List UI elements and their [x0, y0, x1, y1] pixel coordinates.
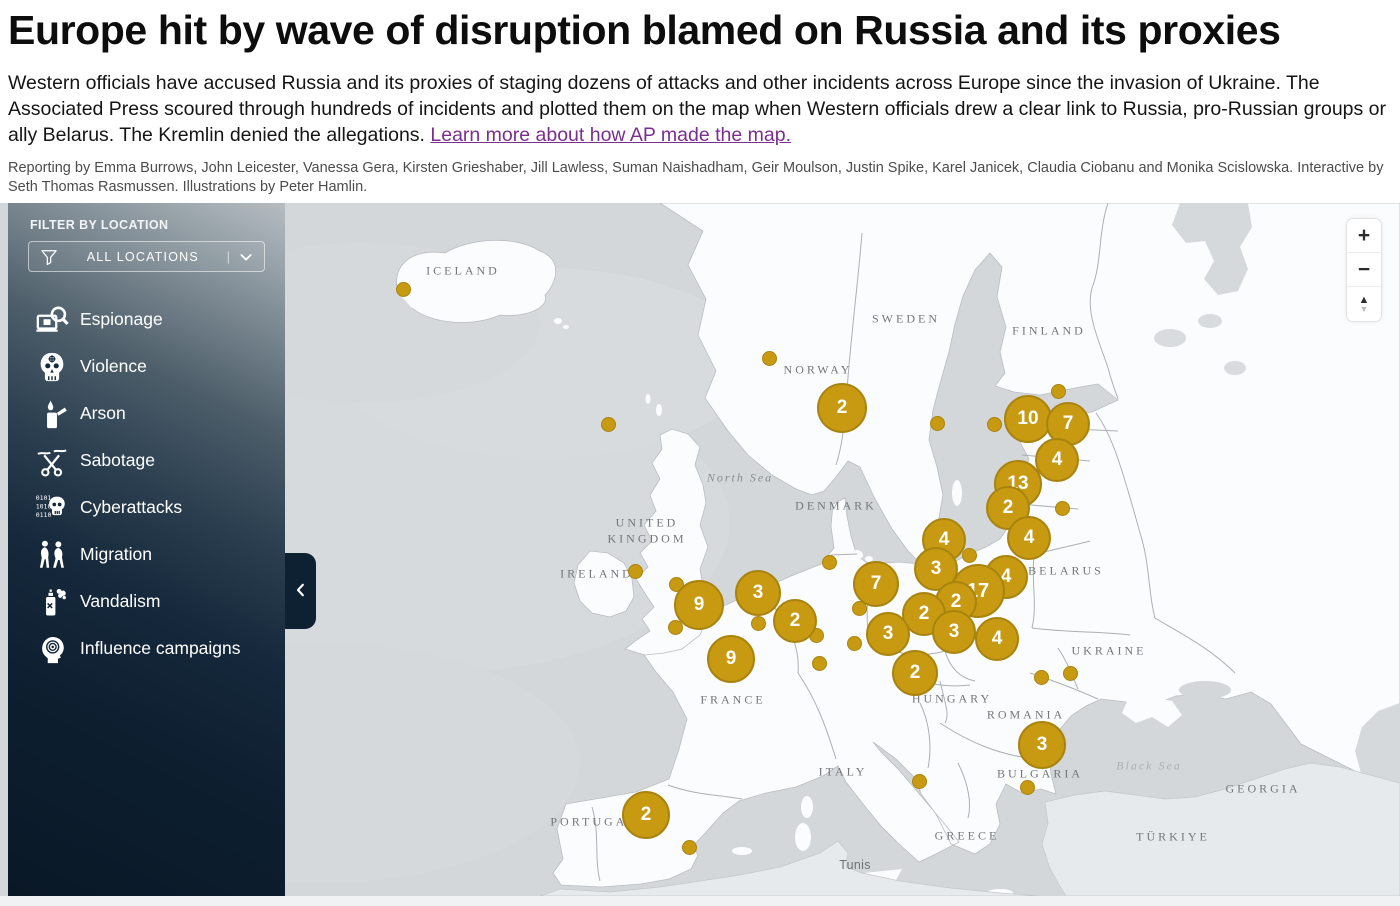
incident-dot-marker[interactable]	[961, 547, 977, 563]
sidebar-item-arson[interactable]: Arson	[8, 390, 285, 437]
page-bottom-strip	[0, 896, 1400, 906]
incident-dot-marker[interactable]	[1054, 500, 1070, 516]
incident-cluster-marker[interactable]: 4	[1035, 438, 1079, 482]
filter-sidebar: FILTER BY LOCATION ALL LOCATIONS | Espio…	[8, 203, 285, 896]
incident-dot-marker[interactable]	[395, 281, 411, 297]
incident-dot-marker[interactable]	[750, 615, 766, 631]
incident-cluster-marker[interactable]: 2	[773, 599, 817, 643]
zoom-out-button[interactable]: −	[1347, 253, 1381, 287]
sidebar-item-espionage[interactable]: Espionage	[8, 296, 285, 343]
incident-dot-marker[interactable]	[929, 415, 945, 431]
article-header: Europe hit by wave of disruption blamed …	[0, 0, 1400, 198]
incident-cluster-marker[interactable]: 4	[975, 617, 1019, 661]
sidebar-item-label: Vandalism	[80, 591, 161, 611]
incident-dot-marker[interactable]	[1050, 383, 1066, 399]
sidebar-item-sabotage[interactable]: Sabotage	[8, 437, 285, 484]
incident-cluster-marker[interactable]: 2	[622, 791, 670, 839]
chevron-left-icon	[292, 581, 310, 602]
incident-dot-marker[interactable]	[627, 563, 643, 579]
sidebar-item-label: Migration	[80, 544, 152, 564]
sidebar-item-migration[interactable]: Migration	[8, 531, 285, 578]
sidebar-item-label: Arson	[80, 403, 126, 423]
violence-skull-icon	[34, 350, 70, 384]
incident-dot-marker[interactable]	[821, 554, 837, 570]
incident-dot-marker[interactable]	[681, 839, 697, 855]
cyberattack-skull-icon: 0101 1010 0110	[34, 491, 70, 525]
location-dropdown[interactable]: ALL LOCATIONS |	[28, 241, 265, 272]
pitch-up-icon: ▲	[1358, 294, 1370, 306]
incident-cluster-marker[interactable]: 3	[866, 612, 910, 656]
svg-text:0110: 0110	[36, 511, 52, 519]
europe-map[interactable]: ICELAND NORWAY SWEDEN FINLAND UNITED KINGDOM I…	[0, 203, 1400, 896]
incident-dot-marker[interactable]	[667, 619, 683, 635]
learn-more-link[interactable]: Learn more about how AP made the map.	[430, 123, 792, 146]
vandalism-spray-icon	[34, 585, 70, 619]
incident-dot-marker[interactable]	[846, 635, 862, 651]
svg-text:1010: 1010	[36, 502, 52, 510]
incident-cluster-marker[interactable]: 3	[1018, 721, 1066, 769]
sidebar-collapse-button[interactable]	[285, 553, 316, 629]
incident-dot-marker[interactable]	[600, 416, 616, 432]
page-title: Europe hit by wave of disruption blamed …	[8, 7, 1281, 53]
dropdown-divider: |	[226, 249, 230, 264]
incident-dot-marker[interactable]	[761, 350, 777, 366]
incident-cluster-marker[interactable]: 9	[674, 580, 724, 630]
sidebar-item-label: Sabotage	[80, 450, 155, 470]
incident-cluster-marker[interactable]: 4	[1007, 516, 1051, 560]
map-zoom-controls: + − ▲ ▼	[1346, 218, 1382, 322]
sidebar-item-cyberattacks[interactable]: 0101 1010 0110 Cyberattacks	[8, 484, 285, 531]
sabotage-scissors-icon	[34, 444, 70, 478]
location-dropdown-value: ALL LOCATIONS	[86, 249, 199, 264]
svg-text:0101: 0101	[36, 494, 52, 502]
sidebar-item-violence[interactable]: Violence	[8, 343, 285, 390]
incident-dot-marker[interactable]	[851, 600, 867, 616]
incident-cluster-marker[interactable]: 2	[892, 650, 938, 696]
zoom-in-button[interactable]: +	[1347, 219, 1381, 253]
filter-by-location-label: FILTER BY LOCATION	[30, 218, 169, 232]
pitch-down-icon: ▼	[1359, 304, 1369, 314]
byline: Reporting by Emma Burrows, John Leiceste…	[8, 159, 1384, 196]
sidebar-item-influence-campaigns[interactable]: Influence campaigns	[8, 625, 285, 672]
sidebar-item-label: Influence campaigns	[80, 638, 241, 658]
arson-lighter-icon	[34, 397, 70, 431]
incident-cluster-marker[interactable]: 7	[853, 561, 899, 607]
pitch-toggle-button[interactable]: ▲ ▼	[1347, 287, 1381, 321]
sidebar-item-vandalism[interactable]: Vandalism	[8, 578, 285, 625]
espionage-icon	[34, 303, 70, 337]
incident-dot-marker[interactable]	[911, 773, 927, 789]
sidebar-item-label: Violence	[80, 356, 147, 376]
filter-funnel-icon	[39, 247, 59, 267]
incident-cluster-marker[interactable]: 3	[735, 570, 781, 616]
incident-cluster-marker[interactable]: 3	[932, 610, 976, 654]
incident-dot-marker[interactable]	[1062, 665, 1078, 681]
sidebar-item-label: Espionage	[80, 309, 163, 329]
incident-cluster-marker[interactable]: 2	[817, 383, 867, 433]
intro-text: Western officials have accused Russia an…	[8, 71, 1387, 146]
migration-people-icon	[34, 538, 70, 572]
incident-dot-marker[interactable]	[1033, 669, 1049, 685]
chevron-down-icon	[238, 249, 254, 265]
incident-cluster-marker[interactable]: 9	[707, 635, 755, 683]
incident-dot-marker[interactable]	[811, 655, 827, 671]
influence-head-icon	[34, 632, 70, 666]
incident-cluster-marker[interactable]: 10	[1004, 395, 1052, 443]
incident-dot-marker[interactable]	[986, 416, 1002, 432]
incident-dot-marker[interactable]	[1019, 779, 1035, 795]
sidebar-item-label: Cyberattacks	[80, 497, 183, 517]
intro-paragraph: Western officials have accused Russia an…	[8, 70, 1392, 148]
